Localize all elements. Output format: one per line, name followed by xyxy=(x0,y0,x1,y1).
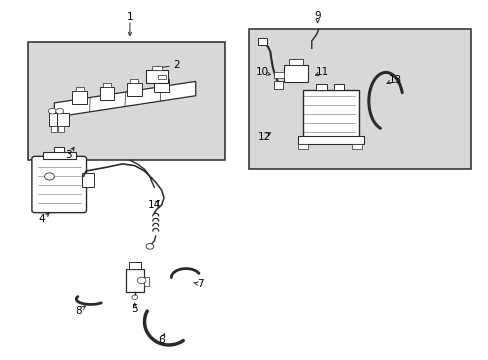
Bar xyxy=(103,83,111,87)
Bar xyxy=(129,262,141,269)
Bar xyxy=(288,59,302,65)
Text: 6: 6 xyxy=(158,334,164,345)
FancyBboxPatch shape xyxy=(283,65,307,82)
Text: 4: 4 xyxy=(39,215,45,224)
Bar xyxy=(130,79,138,83)
FancyBboxPatch shape xyxy=(100,87,114,100)
Bar xyxy=(273,81,282,89)
Bar xyxy=(258,39,266,45)
Text: 5: 5 xyxy=(131,304,138,314)
Bar xyxy=(51,126,57,132)
Bar xyxy=(76,87,83,91)
Bar xyxy=(316,84,326,90)
FancyBboxPatch shape xyxy=(127,83,142,96)
Bar xyxy=(249,30,470,169)
Text: 7: 7 xyxy=(197,279,203,289)
Bar xyxy=(126,269,143,292)
Text: 8: 8 xyxy=(75,306,82,316)
Bar xyxy=(158,75,165,79)
Polygon shape xyxy=(54,81,195,117)
Bar xyxy=(333,84,344,90)
Bar xyxy=(152,66,161,69)
FancyBboxPatch shape xyxy=(146,69,167,83)
Text: 1: 1 xyxy=(126,12,133,22)
Bar xyxy=(42,152,76,159)
FancyBboxPatch shape xyxy=(154,79,168,92)
FancyBboxPatch shape xyxy=(72,91,87,104)
FancyBboxPatch shape xyxy=(49,113,61,126)
Text: 11: 11 xyxy=(315,67,328,77)
Circle shape xyxy=(44,173,54,180)
Text: 2: 2 xyxy=(173,60,179,70)
Text: 14: 14 xyxy=(147,200,161,210)
Text: 12: 12 xyxy=(257,132,270,142)
FancyBboxPatch shape xyxy=(57,113,69,126)
Circle shape xyxy=(48,108,56,114)
Bar xyxy=(273,72,283,78)
Text: 13: 13 xyxy=(388,75,402,85)
Bar xyxy=(351,144,361,149)
Bar xyxy=(58,126,64,132)
Bar xyxy=(27,42,224,160)
FancyBboxPatch shape xyxy=(303,90,358,137)
Bar xyxy=(298,136,363,144)
Bar xyxy=(54,147,64,152)
Text: 10: 10 xyxy=(255,67,268,77)
Bar xyxy=(143,277,149,286)
Circle shape xyxy=(56,108,63,114)
Bar xyxy=(81,173,94,187)
Bar xyxy=(298,144,307,149)
FancyBboxPatch shape xyxy=(32,156,86,213)
Circle shape xyxy=(132,295,138,300)
Circle shape xyxy=(137,277,146,284)
Text: 9: 9 xyxy=(314,11,320,21)
Text: 3: 3 xyxy=(65,150,72,160)
Circle shape xyxy=(146,243,154,249)
